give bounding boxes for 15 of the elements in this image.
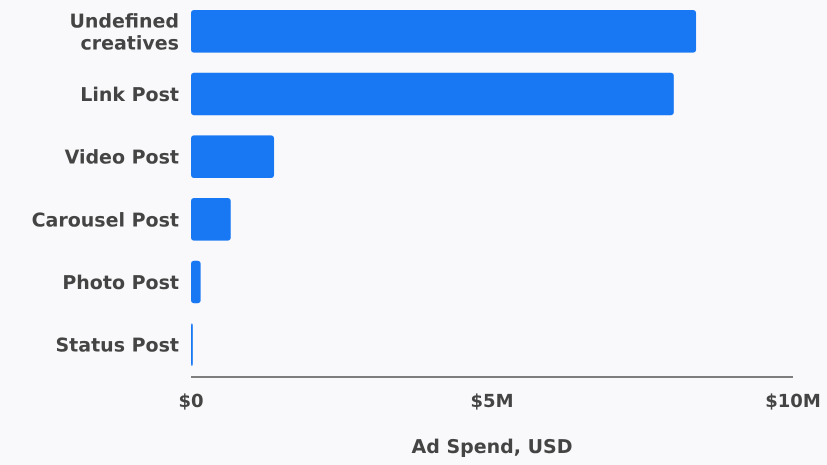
x-tick-label: $0 xyxy=(178,391,204,412)
y-tick-label: Video Post xyxy=(64,146,179,169)
bar xyxy=(191,260,201,304)
y-tick-label: Link Post xyxy=(80,84,179,106)
y-tick-label: Photo Post xyxy=(62,272,179,294)
y-tick-label: Status Post xyxy=(56,334,179,357)
x-tick-label: $5M xyxy=(470,391,514,412)
x-axis-title: Ad Spend, USD xyxy=(412,436,572,458)
y-tick-label: Carousel Post xyxy=(32,209,179,232)
y-tick-label: Undefined creatives xyxy=(69,10,179,54)
bar xyxy=(191,198,231,241)
bar xyxy=(191,72,674,116)
bar xyxy=(191,10,696,53)
x-tick-label: $10M xyxy=(765,391,821,412)
bar xyxy=(191,135,274,178)
